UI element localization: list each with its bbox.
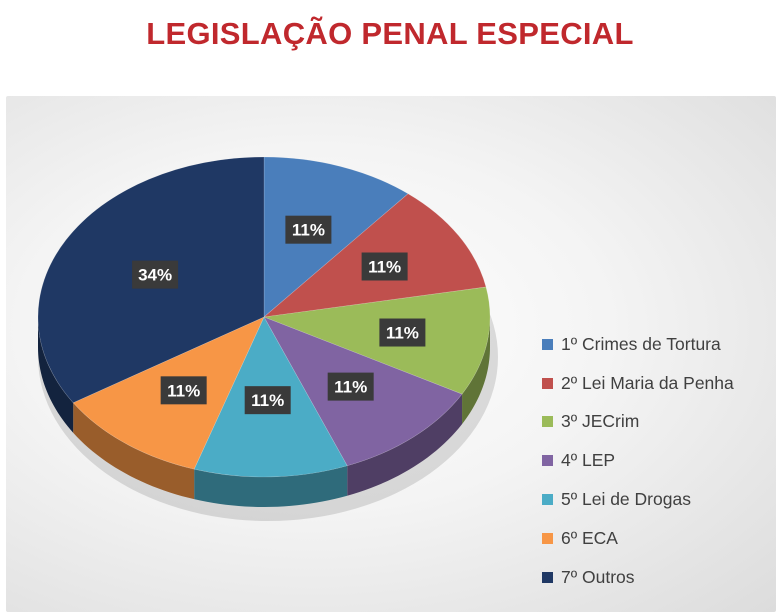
- legend-label: 2º Lei Maria da Penha: [561, 372, 734, 393]
- data-label-text-4: 11%: [334, 378, 367, 397]
- pie-chart: 11% 11% 11% 11% 11% 11% 34%: [37, 156, 498, 521]
- pie-side-3: [462, 317, 490, 425]
- legend-label: 5º Lei de Drogas: [561, 489, 691, 510]
- legend-label: 4º LEP: [561, 450, 616, 471]
- legend-swatch: [542, 416, 553, 428]
- data-label-7: 34%: [132, 260, 179, 289]
- legend-label: 1º Crimes de Tortura: [561, 333, 721, 354]
- data-label-text-1: 11%: [292, 221, 325, 240]
- data-label-1: 11%: [285, 215, 332, 244]
- legend-item-3: 3º JECrim: [542, 403, 734, 442]
- pie-side-6: [73, 402, 195, 500]
- pie-side-4: [347, 394, 463, 496]
- pie-slice-3: [262, 286, 491, 395]
- pie-slices: [37, 156, 491, 478]
- data-label-3: 11%: [379, 318, 426, 347]
- pie-side-7: [38, 317, 74, 433]
- legend-swatch: [542, 338, 553, 350]
- chart-title: LEGISLAÇÃO PENAL ESPECIAL: [146, 16, 634, 51]
- data-label-text-7: 34%: [138, 266, 172, 285]
- data-label-4: 11%: [327, 372, 374, 401]
- legend-swatch: [542, 455, 553, 467]
- data-label-text-6: 11%: [167, 381, 200, 400]
- pie-sides: [38, 317, 490, 507]
- legend-swatch: [542, 532, 553, 544]
- legend-item-5: 5º Lei de Drogas: [542, 480, 734, 519]
- legend-item-1: 1º Crimes de Tortura: [542, 325, 734, 364]
- chart-area: 11% 11% 11% 11% 11% 11% 34% 1º Crimes de Tortu…: [6, 96, 776, 612]
- pie-slice-1: [263, 156, 409, 318]
- data-label-6: 11%: [160, 376, 207, 405]
- data-label-text-5: 11%: [251, 391, 284, 410]
- pie-side-5: [194, 465, 348, 507]
- data-label-5: 11%: [244, 386, 291, 415]
- data-label-text-3: 11%: [386, 324, 419, 343]
- legend-item-4: 4º LEP: [542, 441, 734, 480]
- data-label-2: 11%: [361, 252, 408, 281]
- legend-swatch: [542, 377, 553, 389]
- legend-label: 3º JECrim: [561, 411, 640, 432]
- legend-item-2: 2º Lei Maria da Penha: [542, 364, 734, 403]
- legend-swatch: [542, 494, 553, 506]
- legend-swatch: [542, 571, 553, 583]
- data-labels: 11% 11% 11% 11% 11% 11% 34%: [132, 215, 426, 415]
- legend-label: 7º Outros: [561, 566, 635, 587]
- data-label-text-2: 11%: [368, 258, 401, 277]
- legend-item-6: 6º ECA: [542, 519, 734, 558]
- legend-item-7: 7º Outros: [542, 558, 734, 597]
- legend-label: 6º ECA: [561, 527, 618, 548]
- chart-legend: 1º Crimes de Tortura 2º Lei Maria da Penh…: [542, 325, 734, 597]
